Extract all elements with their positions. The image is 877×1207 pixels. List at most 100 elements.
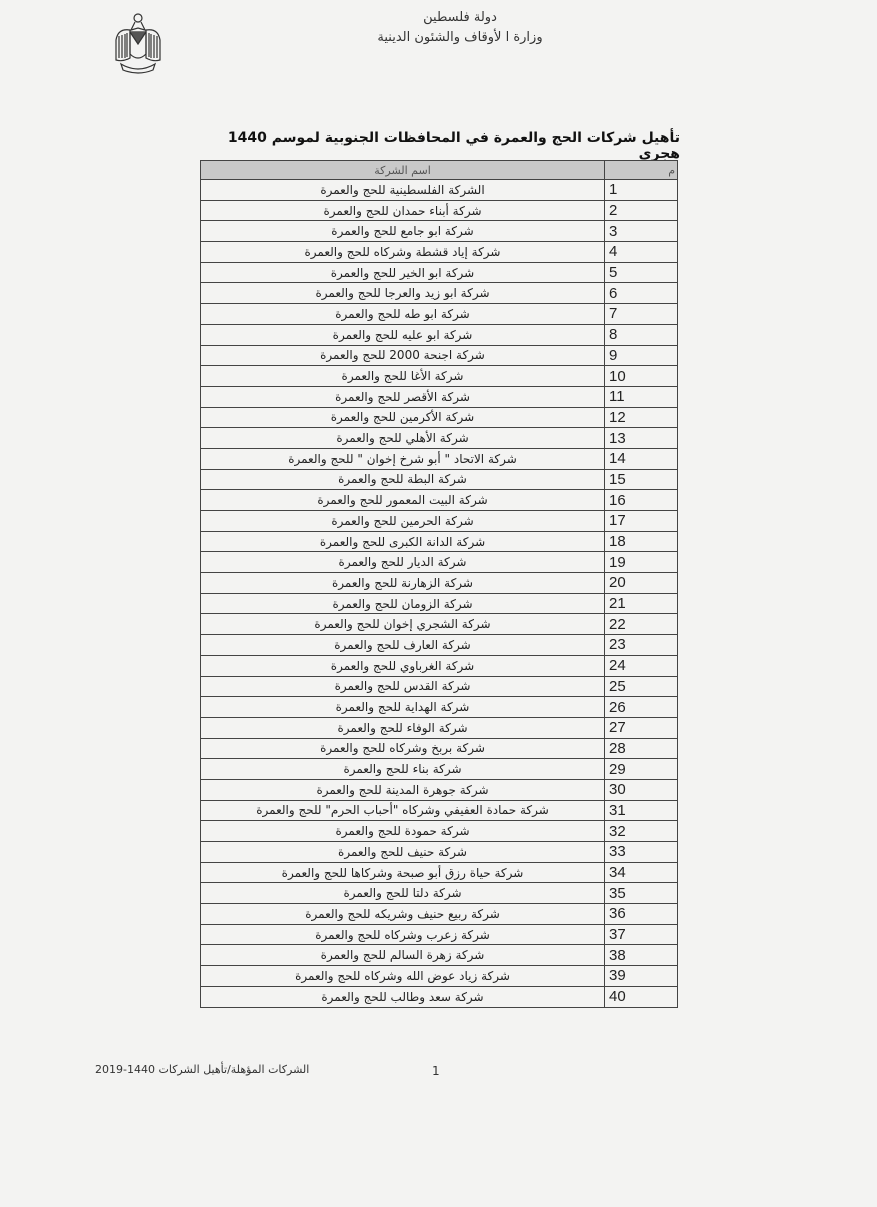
row-number: 28 <box>604 737 678 760</box>
row-number: 37 <box>604 923 678 946</box>
table-row: 16 شركة البيت المعمور للحج والعمرة <box>200 489 678 511</box>
company-name: شركة بربخ وشركاه للحج والعمرة <box>200 737 605 760</box>
company-name: شركة حمادة العفيفي وشركاه "أحباب الحرم" … <box>200 799 605 822</box>
table-row: 3 شركة ابو جامع للحج والعمرة <box>200 220 678 243</box>
row-number: 15 <box>604 468 678 491</box>
page-number: 1 <box>432 1064 440 1078</box>
table-row: 17 شركة الحرمين للحج والعمرة <box>200 510 678 532</box>
table-row: 24 شركة الغرباوي للحج والعمرة <box>200 654 678 677</box>
company-name: شركة حنيف للحج والعمرة <box>200 841 605 863</box>
company-name: شركة الزومان للحج والعمرة <box>200 592 605 615</box>
company-name: شركة القدس للحج والعمرة <box>200 675 605 698</box>
company-name: شركة زعرب وشركاه للحج والعمرة <box>200 923 605 946</box>
company-name: شركة الأكرمين للحج والعمرة <box>200 406 605 429</box>
row-number: 30 <box>604 778 678 801</box>
company-name: شركة الغرباوي للحج والعمرة <box>200 654 605 677</box>
table-row: 6 شركة ابو زيد والعرجا للحج والعمرة <box>200 282 678 305</box>
row-number: 14 <box>604 447 678 470</box>
company-name: شركة الدانة الكبرى للحج والعمرة <box>200 530 605 553</box>
document-title: تأهيل شركات الحج والعمرة في المحافظات ال… <box>227 130 680 162</box>
table-row: 19 شركة الديار للحج والعمرة <box>200 551 678 574</box>
company-name: شركة الزهارنة للحج والعمرة <box>200 572 605 594</box>
row-number: 4 <box>604 241 678 263</box>
table-row: 15 شركة البطة للحج والعمرة <box>200 468 678 491</box>
company-name: شركة ربيع حنيف وشريكه للحج والعمرة <box>200 903 605 925</box>
companies-table: م اسم الشركة 1 الشركة الفلسطينية للحج وال… <box>200 160 678 1008</box>
header-state-name: دولة فلسطين <box>423 10 497 25</box>
company-name: شركة الشجري إخوان للحج والعمرة <box>200 613 605 636</box>
table-row: 2 شركة أبناء حمدان للحج والعمرة <box>200 199 678 222</box>
row-number: 21 <box>604 592 678 615</box>
table-row: 27 شركة الوفاء للحج والعمرة <box>200 716 678 739</box>
company-name: شركة حمودة للحج والعمرة <box>200 820 605 842</box>
row-number: 9 <box>604 344 678 367</box>
company-name: شركة البطة للحج والعمرة <box>200 468 605 491</box>
row-number: 18 <box>604 530 678 553</box>
company-name: شركة الوفاء للحج والعمرة <box>200 716 605 739</box>
row-number: 3 <box>604 220 678 243</box>
company-name: شركة زهرة السالم للحج والعمرة <box>200 944 605 967</box>
company-name: شركة الأقصر للحج والعمرة <box>200 385 605 408</box>
table-row: 38 شركة زهرة السالم للحج والعمرة <box>200 944 678 967</box>
company-name: شركة الديار للحج والعمرة <box>200 551 605 574</box>
row-number: 26 <box>604 696 678 718</box>
table-row: 32 شركة حمودة للحج والعمرة <box>200 820 678 842</box>
company-name: شركة حياة رزق أبو صبحة وشركاها للحج والع… <box>200 861 605 884</box>
company-name: شركة سعد وطالب للحج والعمرة <box>200 985 605 1008</box>
company-name: شركة الهداية للحج والعمرة <box>200 696 605 718</box>
table-row: 26 شركة الهداية للحج والعمرة <box>200 696 678 718</box>
table-row: 39 شركة زياد عوض الله وشركاه للحج والعمرة <box>200 965 678 987</box>
table-row: 14 شركة الاتحاد " أبو شرخ إخوان " للحج وا… <box>200 447 678 470</box>
column-header-company-name: اسم الشركة <box>200 160 605 180</box>
table-row: 4 شركة إياد قشطة وشركاه للحج والعمرة <box>200 241 678 263</box>
table-row: 5 شركة ابو الخير للحج والعمرة <box>200 261 678 284</box>
row-number: 19 <box>604 551 678 574</box>
company-name: الشركة الفلسطينية للحج والعمرة <box>200 179 605 201</box>
row-number: 32 <box>604 820 678 842</box>
company-name: شركة اجنحة 2000 للحج والعمرة <box>200 344 605 367</box>
table-row: 36 شركة ربيع حنيف وشريكه للحج والعمرة <box>200 903 678 925</box>
row-number: 8 <box>604 323 678 346</box>
company-name: شركة بناء للحج والعمرة <box>200 758 605 780</box>
row-number: 11 <box>604 385 678 408</box>
company-name: شركة أبناء حمدان للحج والعمرة <box>200 199 605 222</box>
table-row: 31 شركة حمادة العفيفي وشركاه "أحباب الحرم… <box>200 799 678 822</box>
table-row: 11 شركة الأقصر للحج والعمرة <box>200 385 678 408</box>
row-number: 5 <box>604 261 678 284</box>
company-name: شركة الاتحاد " أبو شرخ إخوان " للحج والع… <box>200 447 605 470</box>
row-number: 16 <box>604 489 678 511</box>
column-header-number: م <box>604 160 678 180</box>
table-row: 25 شركة القدس للحج والعمرة <box>200 675 678 698</box>
company-name: شركة العارف للحج والعمرة <box>200 634 605 656</box>
table-row: 12 شركة الأكرمين للحج والعمرة <box>200 406 678 429</box>
company-name: شركة ابو الخير للحج والعمرة <box>200 261 605 284</box>
company-name: شركة البيت المعمور للحج والعمرة <box>200 489 605 511</box>
table-row: 23 شركة العارف للحج والعمرة <box>200 634 678 656</box>
table-row: 37 شركة زعرب وشركاه للحج والعمرة <box>200 923 678 946</box>
header-ministry-name: وزارة ا لأوقاف والشئون الدينية <box>377 30 543 45</box>
company-name: شركة ابو عليه للحج والعمرة <box>200 323 605 346</box>
row-number: 22 <box>604 613 678 636</box>
table-row: 7 شركة ابو طه للحج والعمرة <box>200 303 678 325</box>
table-row: 21 شركة الزومان للحج والعمرة <box>200 592 678 615</box>
row-number: 2 <box>604 199 678 222</box>
company-name: شركة جوهرة المدينة للحج والعمرة <box>200 778 605 801</box>
table-row: 34 شركة حياة رزق أبو صبحة وشركاها للحج وا… <box>200 861 678 884</box>
table-row: 1 الشركة الفلسطينية للحج والعمرة <box>200 179 678 201</box>
row-number: 12 <box>604 406 678 429</box>
company-name: شركة الحرمين للحج والعمرة <box>200 510 605 532</box>
row-number: 36 <box>604 903 678 925</box>
row-number: 23 <box>604 634 678 656</box>
company-name: شركة ابو جامع للحج والعمرة <box>200 220 605 243</box>
row-number: 35 <box>604 882 678 905</box>
row-number: 1 <box>604 179 678 201</box>
row-number: 40 <box>604 985 678 1008</box>
row-number: 27 <box>604 716 678 739</box>
row-number: 39 <box>604 965 678 987</box>
company-name: شركة إياد قشطة وشركاه للحج والعمرة <box>200 241 605 263</box>
footer-document-label: الشركات المؤهلة/تأهيل الشركات 1440-2019 <box>95 1063 310 1076</box>
table-row: 22 شركة الشجري إخوان للحج والعمرة <box>200 613 678 636</box>
row-number: 31 <box>604 799 678 822</box>
table-row: 9 شركة اجنحة 2000 للحج والعمرة <box>200 344 678 367</box>
table-row: 18 شركة الدانة الكبرى للحج والعمرة <box>200 530 678 553</box>
